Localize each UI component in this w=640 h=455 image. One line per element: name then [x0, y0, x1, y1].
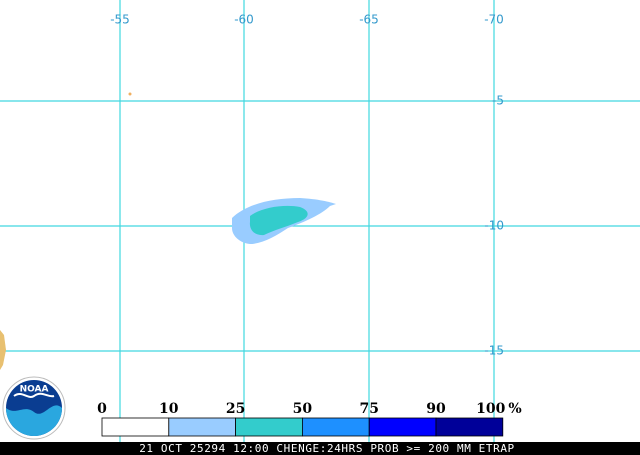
legend-swatch — [235, 417, 303, 437]
legend-label: 90 — [426, 401, 446, 417]
longitude-label: -65 — [359, 13, 379, 27]
legend-swatch — [368, 417, 437, 437]
legend-swatch — [435, 417, 504, 437]
graticule: -55 -60 -65 -70 -5 -10 -15 — [0, 0, 640, 442]
legend-label: 10 — [159, 401, 179, 417]
legend-label: 75 — [359, 401, 378, 417]
legend-label: 0 — [97, 401, 107, 417]
latitude-label: -15 — [484, 344, 504, 358]
longitude-label: -55 — [110, 13, 130, 27]
legend-label: 25 — [226, 401, 245, 417]
legend-swatch — [101, 417, 170, 437]
footer-text: 21 OCT 25294 12:00 CHENGE:24HRS PROB >= … — [139, 442, 515, 455]
latitude-label: -5 — [492, 94, 504, 108]
latitude-label: -10 — [484, 219, 504, 233]
legend-swatch — [301, 417, 370, 437]
longitude-label: -60 — [234, 13, 254, 27]
coast-speck — [128, 92, 132, 96]
footer-bar — [0, 442, 640, 455]
longitude-label: -70 — [484, 13, 504, 27]
legend-swatch — [168, 417, 237, 437]
prob-area-25 — [249, 205, 308, 236]
coastline — [0, 330, 6, 370]
legend-label: 50 — [293, 401, 313, 417]
logo-text: NOAA — [20, 385, 49, 395]
noaa-logo: NOAA — [2, 376, 66, 440]
legend: 0 10 25 50 75 90 100% — [97, 401, 522, 437]
legend-unit: % — [508, 401, 521, 417]
legend-label: 100 — [476, 401, 505, 417]
